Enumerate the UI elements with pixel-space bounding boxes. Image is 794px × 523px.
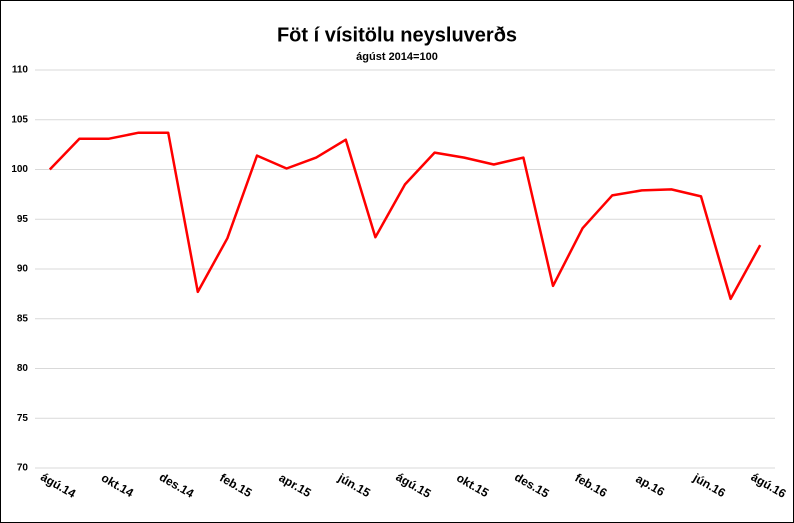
y-tick-label: 100 [11,164,28,175]
y-tick-label: 90 [17,264,29,275]
y-tick-label: 80 [17,363,29,374]
chart-title: Föt í vísitölu neysluverðs [277,24,517,46]
y-tick-label: 95 [17,214,29,225]
data-line [48,131,762,301]
chart-subtitle: ágúst 2014=100 [356,51,438,63]
y-tick-label: 85 [17,313,29,324]
y-tick-label: 110 [12,65,29,76]
y-tick-label: 75 [17,413,29,424]
y-tick-label: 70 [17,463,29,474]
y-tick-label: 105 [11,114,28,125]
